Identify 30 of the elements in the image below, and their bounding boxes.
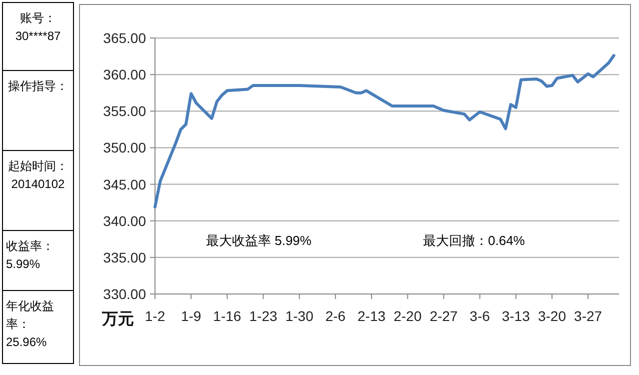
x-tick-label: 2-20 <box>394 308 422 324</box>
y-tick-label: 340.00 <box>103 212 146 229</box>
x-tick-label: 1-16 <box>213 308 242 324</box>
annotation: 最大回撤：0.64% <box>423 233 526 248</box>
text: 账号：30****87 <box>3 3 73 71</box>
x-tick-label: 2-13 <box>358 308 386 324</box>
y-axis-title: 万元 <box>101 311 134 328</box>
x-tick-label: 1-9 <box>180 308 202 324</box>
y-tick-label: 355.00 <box>103 103 146 120</box>
annotation: 最大收益率 5.99% <box>206 233 312 248</box>
x-tick-label: 1-23 <box>249 308 278 324</box>
text: 收益率：5.99% <box>3 231 73 291</box>
text: 年化收益率：25.96% <box>5 298 55 351</box>
x-tick-label: 3-20 <box>538 308 566 324</box>
y-tick-label: 335.00 <box>103 249 146 266</box>
text: 操作指导： <box>3 71 73 151</box>
line-series <box>154 54 616 208</box>
x-tick-label: 2-27 <box>430 308 458 324</box>
y-tick-label: 345.00 <box>103 176 146 192</box>
y-tick-label: 330.00 <box>103 286 146 302</box>
x-tick-label: 1-30 <box>285 308 314 324</box>
y-tick-label: 360.00 <box>103 66 146 83</box>
x-tick-label: 2-6 <box>325 308 346 324</box>
x-tick-label: 3-13 <box>502 308 530 324</box>
y-tick-label: 350.00 <box>103 140 146 156</box>
x-tick-label: 3-6 <box>470 308 490 324</box>
y-tick-label: 365.00 <box>103 30 146 46</box>
x-tick-label: 1-2 <box>144 308 166 324</box>
x-tick-label: 3-27 <box>574 308 602 324</box>
text: 起始时间：20140102 <box>3 151 73 231</box>
